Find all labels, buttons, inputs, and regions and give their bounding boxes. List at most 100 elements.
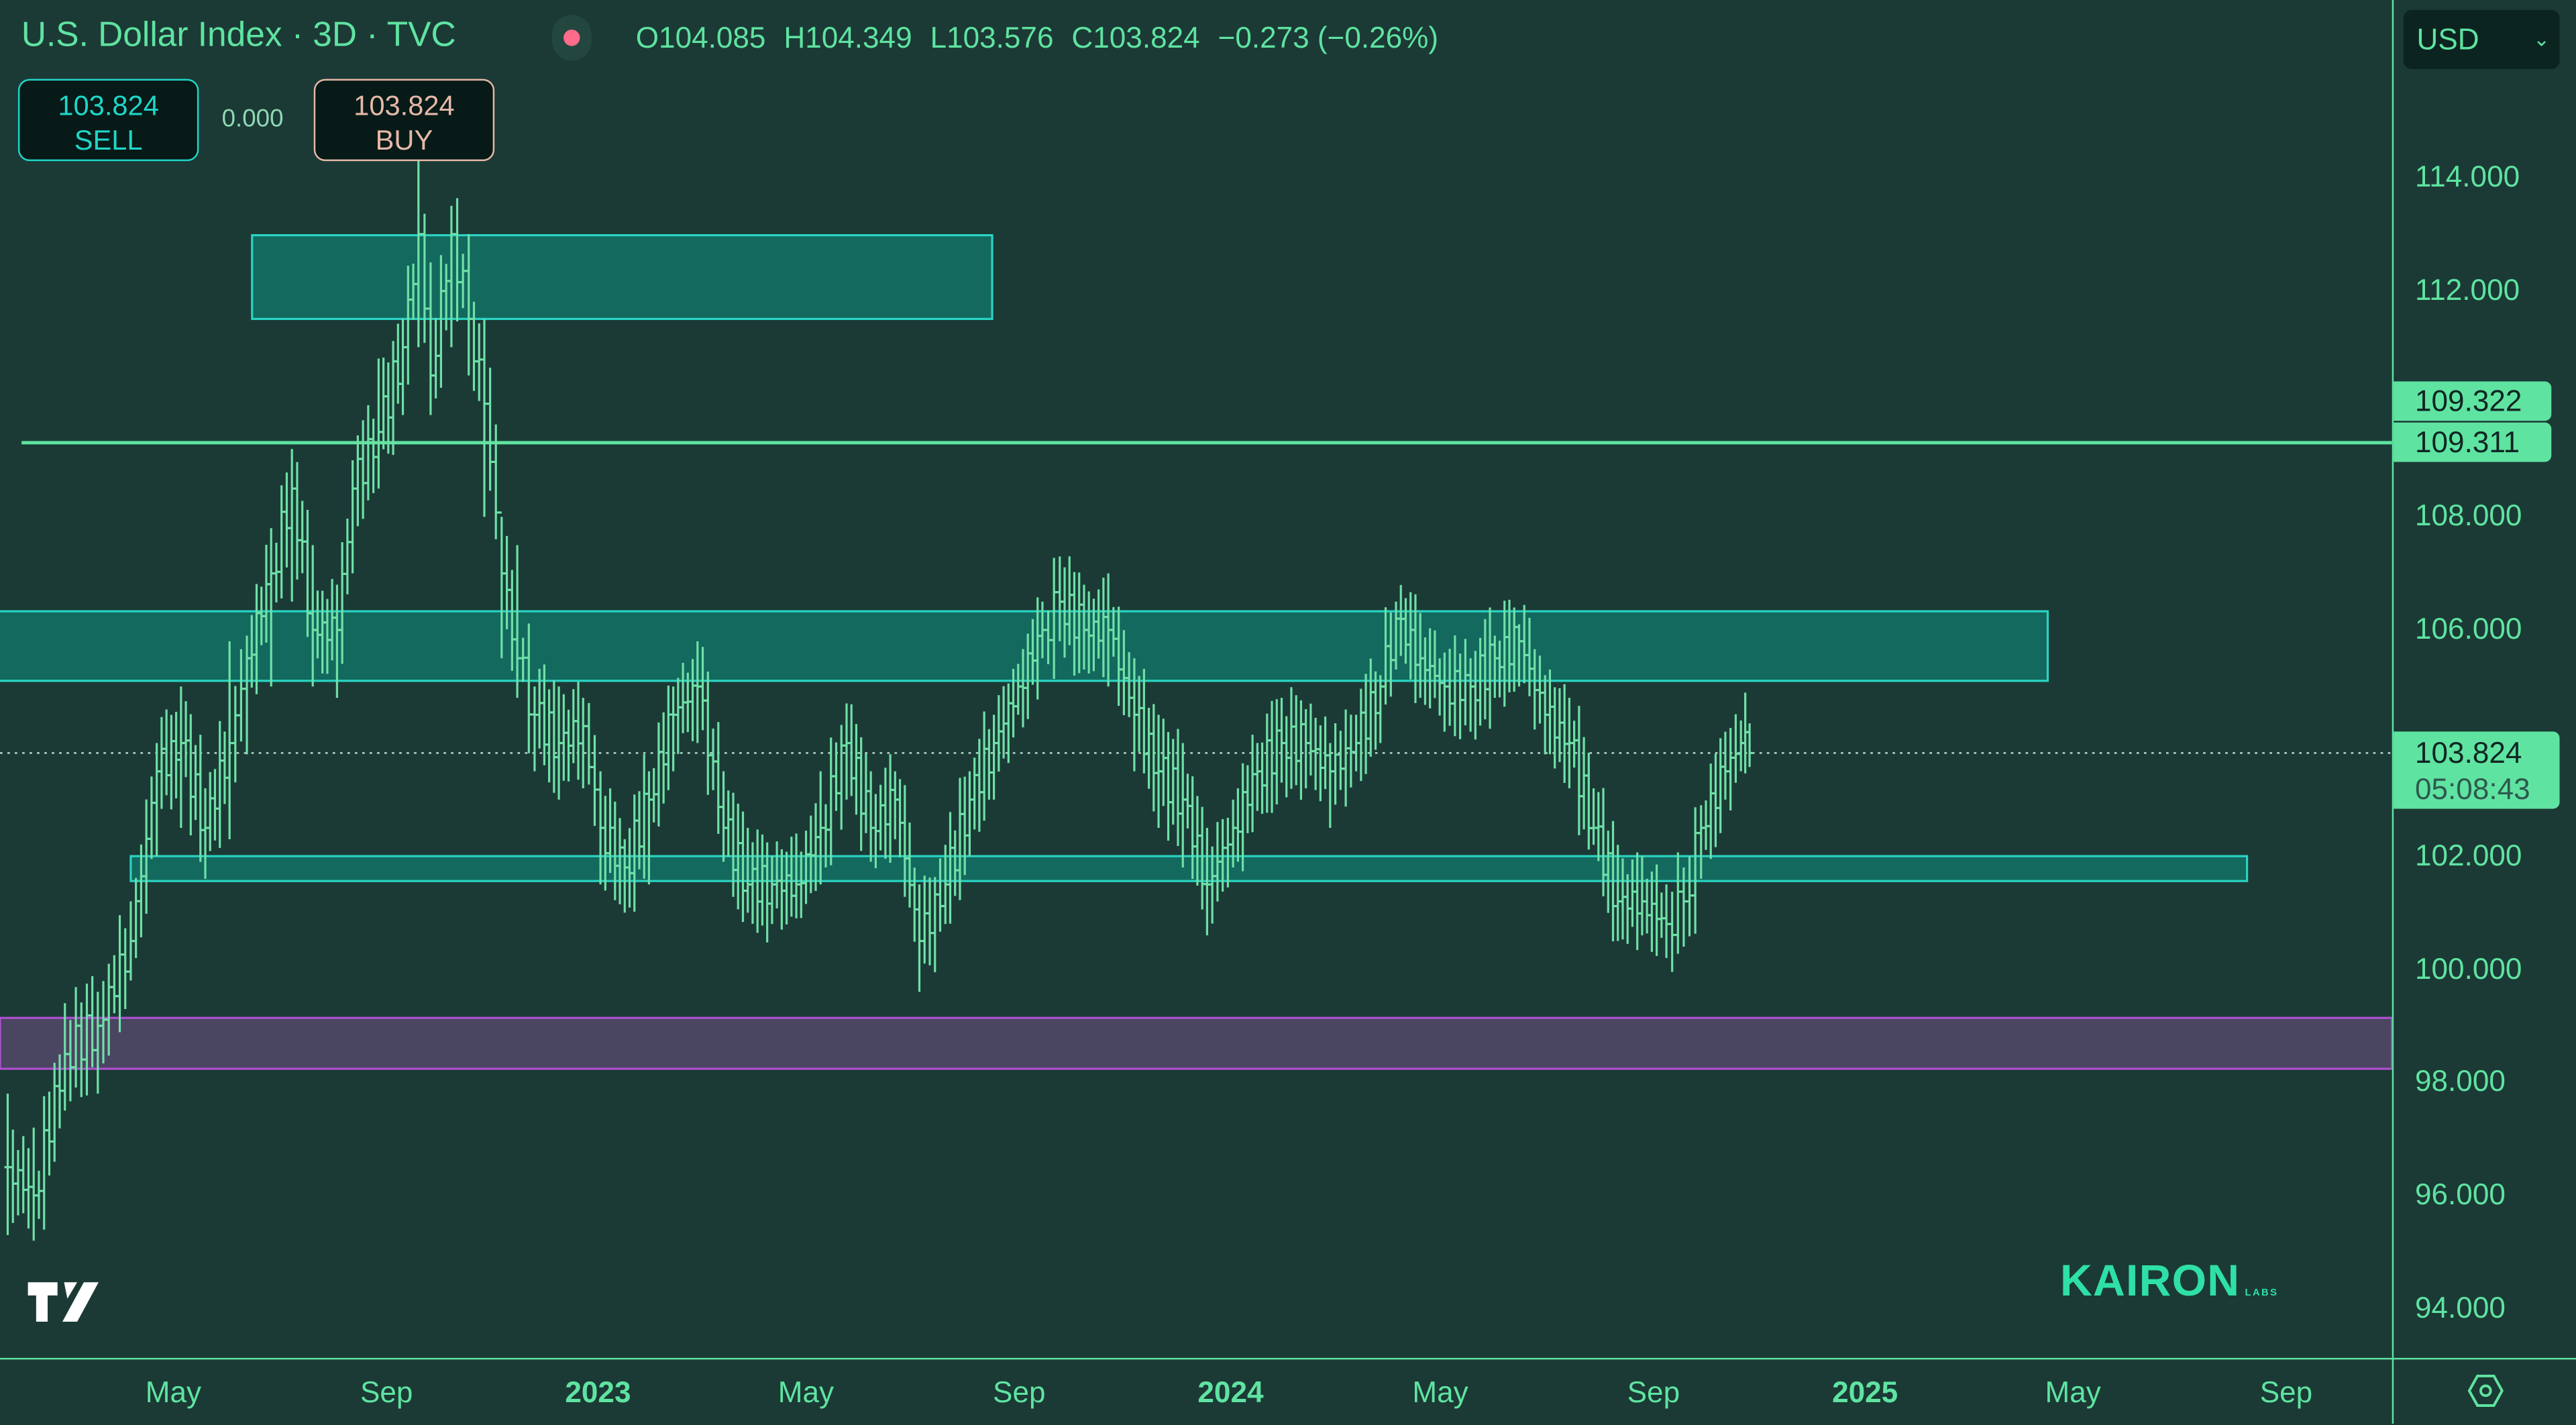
sell-label: SELL — [74, 125, 143, 156]
ohlc-bar — [1362, 674, 1369, 774]
ohlc-bar — [177, 686, 184, 828]
ohlc-bar — [111, 955, 118, 1014]
ohlc-bar — [1590, 788, 1597, 845]
buy-button[interactable]: 103.824 BUY — [313, 78, 495, 162]
ohlc-bar — [1561, 684, 1568, 783]
price-tick-label: 98.000 — [2415, 1065, 2506, 1098]
ohlc-bar — [1337, 731, 1344, 790]
ohlc-bar — [827, 737, 835, 865]
ohlc-bar — [1332, 723, 1339, 805]
time-tick-label: May — [1412, 1375, 1468, 1409]
price-tick-label: 106.000 — [2415, 613, 2522, 646]
ohlc-bar — [375, 358, 382, 489]
ohlc-bar — [863, 753, 869, 833]
currency-select[interactable]: USD ⌄ — [2403, 9, 2560, 69]
ohlc-bar — [216, 721, 223, 848]
ohlc-bar — [1254, 743, 1261, 811]
ohlc-bar — [390, 341, 396, 456]
ohlc-bar — [168, 715, 175, 810]
ohlc-bar — [1234, 788, 1242, 862]
price-axis[interactable]: USD ⌄ 109.322 109.311 103.824 05:08:43 11… — [2392, 0, 2576, 1358]
buy-label: BUY — [375, 125, 433, 156]
ohlc-bar — [15, 1150, 21, 1216]
time-tick-label: Sep — [1627, 1375, 1680, 1409]
ohlc-bar — [1145, 708, 1152, 789]
ohlc-bar — [187, 714, 195, 836]
ohlc-bar — [1239, 763, 1246, 872]
price-tick-label: 108.000 — [2415, 499, 2522, 533]
ohlc-bar — [1746, 723, 1753, 768]
ohlc-bar — [153, 743, 160, 857]
price-label-line-b: 109.311 — [2394, 422, 2552, 462]
ohlc-bar — [1727, 728, 1734, 810]
ohlc-bar — [545, 689, 553, 783]
support-resistance-zone — [129, 855, 2249, 882]
ohlc-bar — [349, 460, 356, 574]
ohlc-bar — [857, 737, 865, 851]
change-value: −0.273 (−0.26%) — [1218, 21, 1439, 54]
ohlc-bar — [720, 771, 727, 862]
ohlc-bar — [1297, 700, 1305, 800]
market-status-dot — [551, 15, 592, 61]
ohlc-bar — [570, 689, 577, 763]
ohlc-bar — [1293, 695, 1300, 786]
ohlc-bar — [833, 742, 840, 811]
time-axis[interactable]: May Sep 2023 May Sep 2024 May Sep 2025 May Sep — [0, 1357, 2576, 1425]
ohlc-bar — [985, 729, 993, 800]
ohlc-bar — [838, 725, 845, 830]
ohlc-bar — [1244, 765, 1251, 833]
ohlc-bar — [1169, 739, 1177, 825]
ohlc-bar — [121, 928, 129, 1010]
ohlc-bar — [916, 884, 923, 992]
ohlc-bar — [611, 801, 619, 900]
ohlc-bar — [714, 722, 722, 834]
price-tick-label: 102.000 — [2415, 839, 2522, 872]
ohlc-bar — [1322, 717, 1329, 790]
ohlc-bar — [704, 671, 712, 795]
symbol-title[interactable]: U.S. Dollar Index · 3D · TVC — [21, 16, 456, 54]
ohlc-bar — [1663, 884, 1670, 958]
ohlc-bar — [1570, 721, 1578, 768]
ohlc-bar — [926, 877, 933, 965]
ohlc-bar — [278, 485, 285, 598]
ohlc-bar — [384, 362, 392, 454]
price-chart[interactable] — [0, 0, 2392, 1358]
ohlc-bar — [486, 367, 494, 491]
ohlc-bar — [343, 518, 351, 594]
ohlc-bar — [1658, 892, 1665, 938]
ohlc-bar — [1000, 686, 1007, 759]
ohlc-bar — [749, 842, 756, 925]
close-value: C103.824 — [1071, 21, 1200, 54]
ohlc-bar — [1580, 737, 1587, 830]
ohlc-bar — [399, 319, 407, 415]
ohlc-bar — [1263, 713, 1271, 813]
ohlc-bar — [1317, 725, 1324, 802]
ohlc-bar — [1575, 706, 1582, 835]
price-tick-label: 100.000 — [2415, 951, 2522, 985]
ohlc-bar — [158, 717, 165, 809]
ohlc-bar — [887, 754, 894, 863]
price-tick-label: 96.000 — [2415, 1178, 2506, 1212]
ohlc-bar — [432, 318, 439, 399]
time-tick-label: Sep — [360, 1375, 413, 1409]
ohlc-bar — [172, 711, 180, 799]
price-tick-label: 114.000 — [2415, 160, 2520, 193]
ohlc-bar — [421, 213, 428, 344]
ohlc-bar — [1179, 743, 1187, 867]
ohlc-bar — [1326, 743, 1334, 828]
price-tick-label: 112.000 — [2415, 273, 2520, 307]
ohlc-bar — [182, 701, 189, 778]
ohlc-bar — [211, 769, 219, 841]
sell-button[interactable]: 103.824 SELL — [17, 78, 199, 162]
ohlc-bar — [1278, 698, 1285, 783]
ohlc-bar — [1249, 735, 1256, 833]
time-tick-label: Sep — [993, 1375, 1046, 1409]
ohlc-readout: O104.085 H104.349 L103.576 C103.824 −0.2… — [636, 21, 1448, 56]
settings-icon[interactable] — [2466, 1371, 2506, 1411]
open-value: O104.085 — [635, 21, 766, 54]
last-price: 103.824 — [2415, 736, 2522, 770]
ohlc-bar — [1165, 732, 1172, 841]
ohlc-bar — [1312, 717, 1320, 790]
tradingview-logo[interactable] — [25, 1279, 107, 1333]
time-tick-label: May — [777, 1375, 835, 1409]
